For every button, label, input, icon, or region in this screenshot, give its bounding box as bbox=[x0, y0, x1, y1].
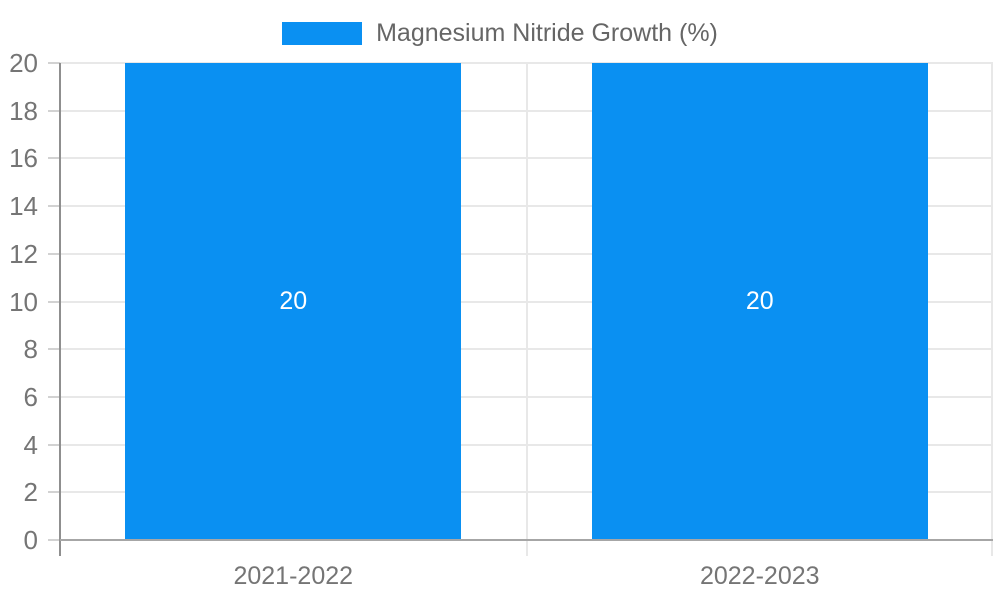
y-tick bbox=[48, 109, 60, 112]
y-tick-label: 18 bbox=[9, 95, 38, 126]
y-tick bbox=[48, 157, 60, 160]
plot-right-border bbox=[991, 63, 993, 556]
bar[interactable]: 20 bbox=[125, 63, 462, 540]
y-tick-label: 14 bbox=[9, 191, 38, 222]
legend-label: Magnesium Nitride Growth (%) bbox=[376, 19, 718, 47]
bar-value-label: 20 bbox=[279, 287, 308, 315]
legend-item[interactable]: Magnesium Nitride Growth (%) bbox=[282, 19, 718, 48]
y-tick-label: 12 bbox=[9, 238, 38, 269]
x-axis-label: 2022-2023 bbox=[699, 562, 820, 590]
bar[interactable]: 20 bbox=[591, 63, 928, 540]
category-separator bbox=[525, 63, 528, 556]
y-tick-label: 0 bbox=[23, 525, 38, 555]
y-tick bbox=[48, 300, 60, 303]
plot-area: 0 2 4 6 8 10 12 14 16 18 20 20 2021-2022 20 2022-2023 bbox=[9, 48, 993, 590]
y-tick bbox=[48, 205, 60, 208]
y-tick-label: 4 bbox=[23, 429, 38, 460]
y-tick bbox=[48, 539, 60, 541]
y-tick-label: 8 bbox=[23, 334, 38, 365]
bar-value-label: 20 bbox=[745, 287, 774, 315]
y-tick bbox=[48, 62, 60, 64]
y-axis-line bbox=[59, 63, 61, 556]
x-axis-line bbox=[60, 539, 993, 541]
y-tick bbox=[48, 348, 60, 351]
y-tick bbox=[48, 395, 60, 398]
y-tick-label: 16 bbox=[9, 143, 38, 174]
y-tick bbox=[48, 252, 60, 255]
legend: Magnesium Nitride Growth (%) bbox=[0, 19, 1000, 48]
y-tick bbox=[48, 491, 60, 494]
legend-swatch bbox=[282, 22, 363, 45]
y-tick bbox=[48, 443, 60, 446]
y-tick-label: 10 bbox=[9, 286, 38, 317]
x-axis-label: 2021-2022 bbox=[233, 562, 354, 590]
y-tick-label: 20 bbox=[9, 48, 38, 78]
y-tick-label: 6 bbox=[23, 381, 38, 412]
y-tick-label: 2 bbox=[23, 477, 38, 508]
